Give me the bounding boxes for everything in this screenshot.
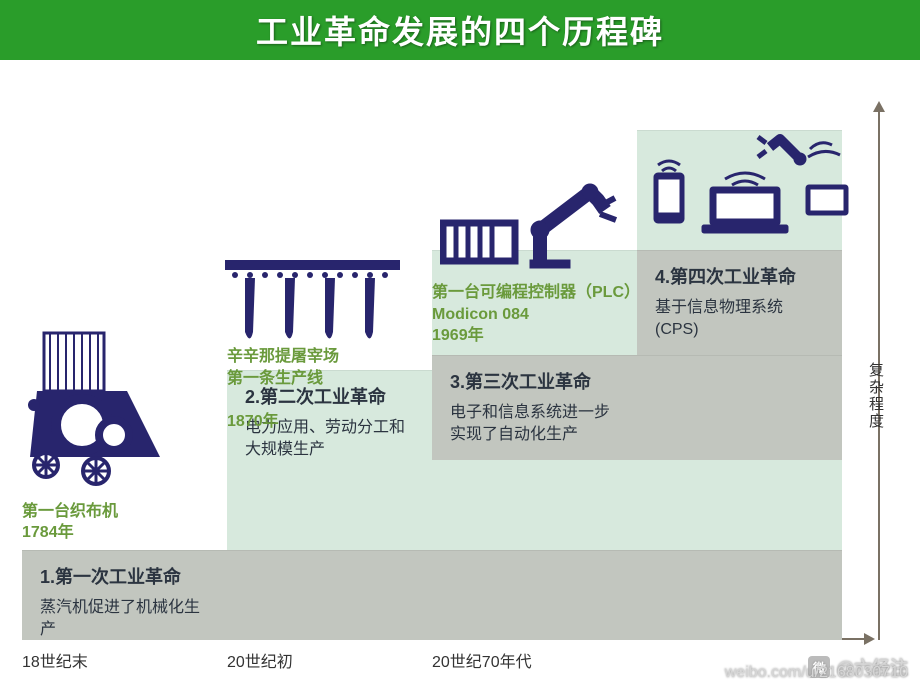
x-label-1: 18世纪末 [22, 648, 88, 672]
step-1-title: 1.第一次工业革命 [40, 563, 209, 589]
cps-devices-icon [650, 129, 850, 244]
step-3: 3.第三次工业革命 电子和信息系统进一步实现了自动化生产 [432, 355, 842, 460]
x-axis-arrow-icon [864, 633, 875, 645]
conveyor-icon [225, 260, 400, 385]
step-4-title: 4.第四次工业革命 [655, 263, 824, 289]
revolution-staircase-chart: 复杂程度 1.第一次工业革命 蒸汽机促进了机械化生产 2.第二次工业革命 电力应… [22, 60, 880, 640]
y-axis-label: 复杂程度 [865, 362, 886, 430]
milestone-1: 第一台织布机 1784年 [22, 501, 118, 544]
milestone-3: 第一台可编程控制器（PLC）Modicon 084 1969年 [432, 282, 642, 347]
x-label-2: 20世纪初 [227, 648, 293, 672]
step-4-desc: 基于信息物理系统 (CPS) [655, 297, 824, 340]
milestone-2-year: 1870年 [227, 411, 339, 433]
milestone-1-year: 1784年 [22, 522, 118, 544]
loom-icon [22, 327, 167, 492]
page-title: 工业革命发展的四个历程碑 [0, 0, 920, 60]
step-4: 4.第四次工业革命 基于信息物理系统 (CPS) [637, 250, 842, 355]
step-1-desc: 蒸汽机促进了机械化生产 [40, 597, 209, 640]
x-label-3: 20世纪70年代 [432, 648, 532, 672]
step-3-title: 3.第三次工业革命 [450, 368, 619, 394]
plc-robot-icon [440, 170, 620, 275]
milestone-1-title: 第一台织布机 [22, 501, 118, 523]
step-3-desc: 电子和信息系统进一步实现了自动化生产 [450, 402, 619, 445]
watermark-url: weibo.com/u/2168030710 [725, 664, 908, 682]
step-1: 1.第一次工业革命 蒸汽机促进了机械化生产 [22, 550, 842, 640]
watermark: 微 @六经注 weibo.com/u/2168030710 [808, 654, 908, 680]
milestone-3-title: 第一台可编程控制器（PLC）Modicon 084 [432, 282, 642, 325]
y-axis-arrow-icon [873, 101, 885, 112]
milestone-3-year: 1969年 [432, 325, 642, 347]
